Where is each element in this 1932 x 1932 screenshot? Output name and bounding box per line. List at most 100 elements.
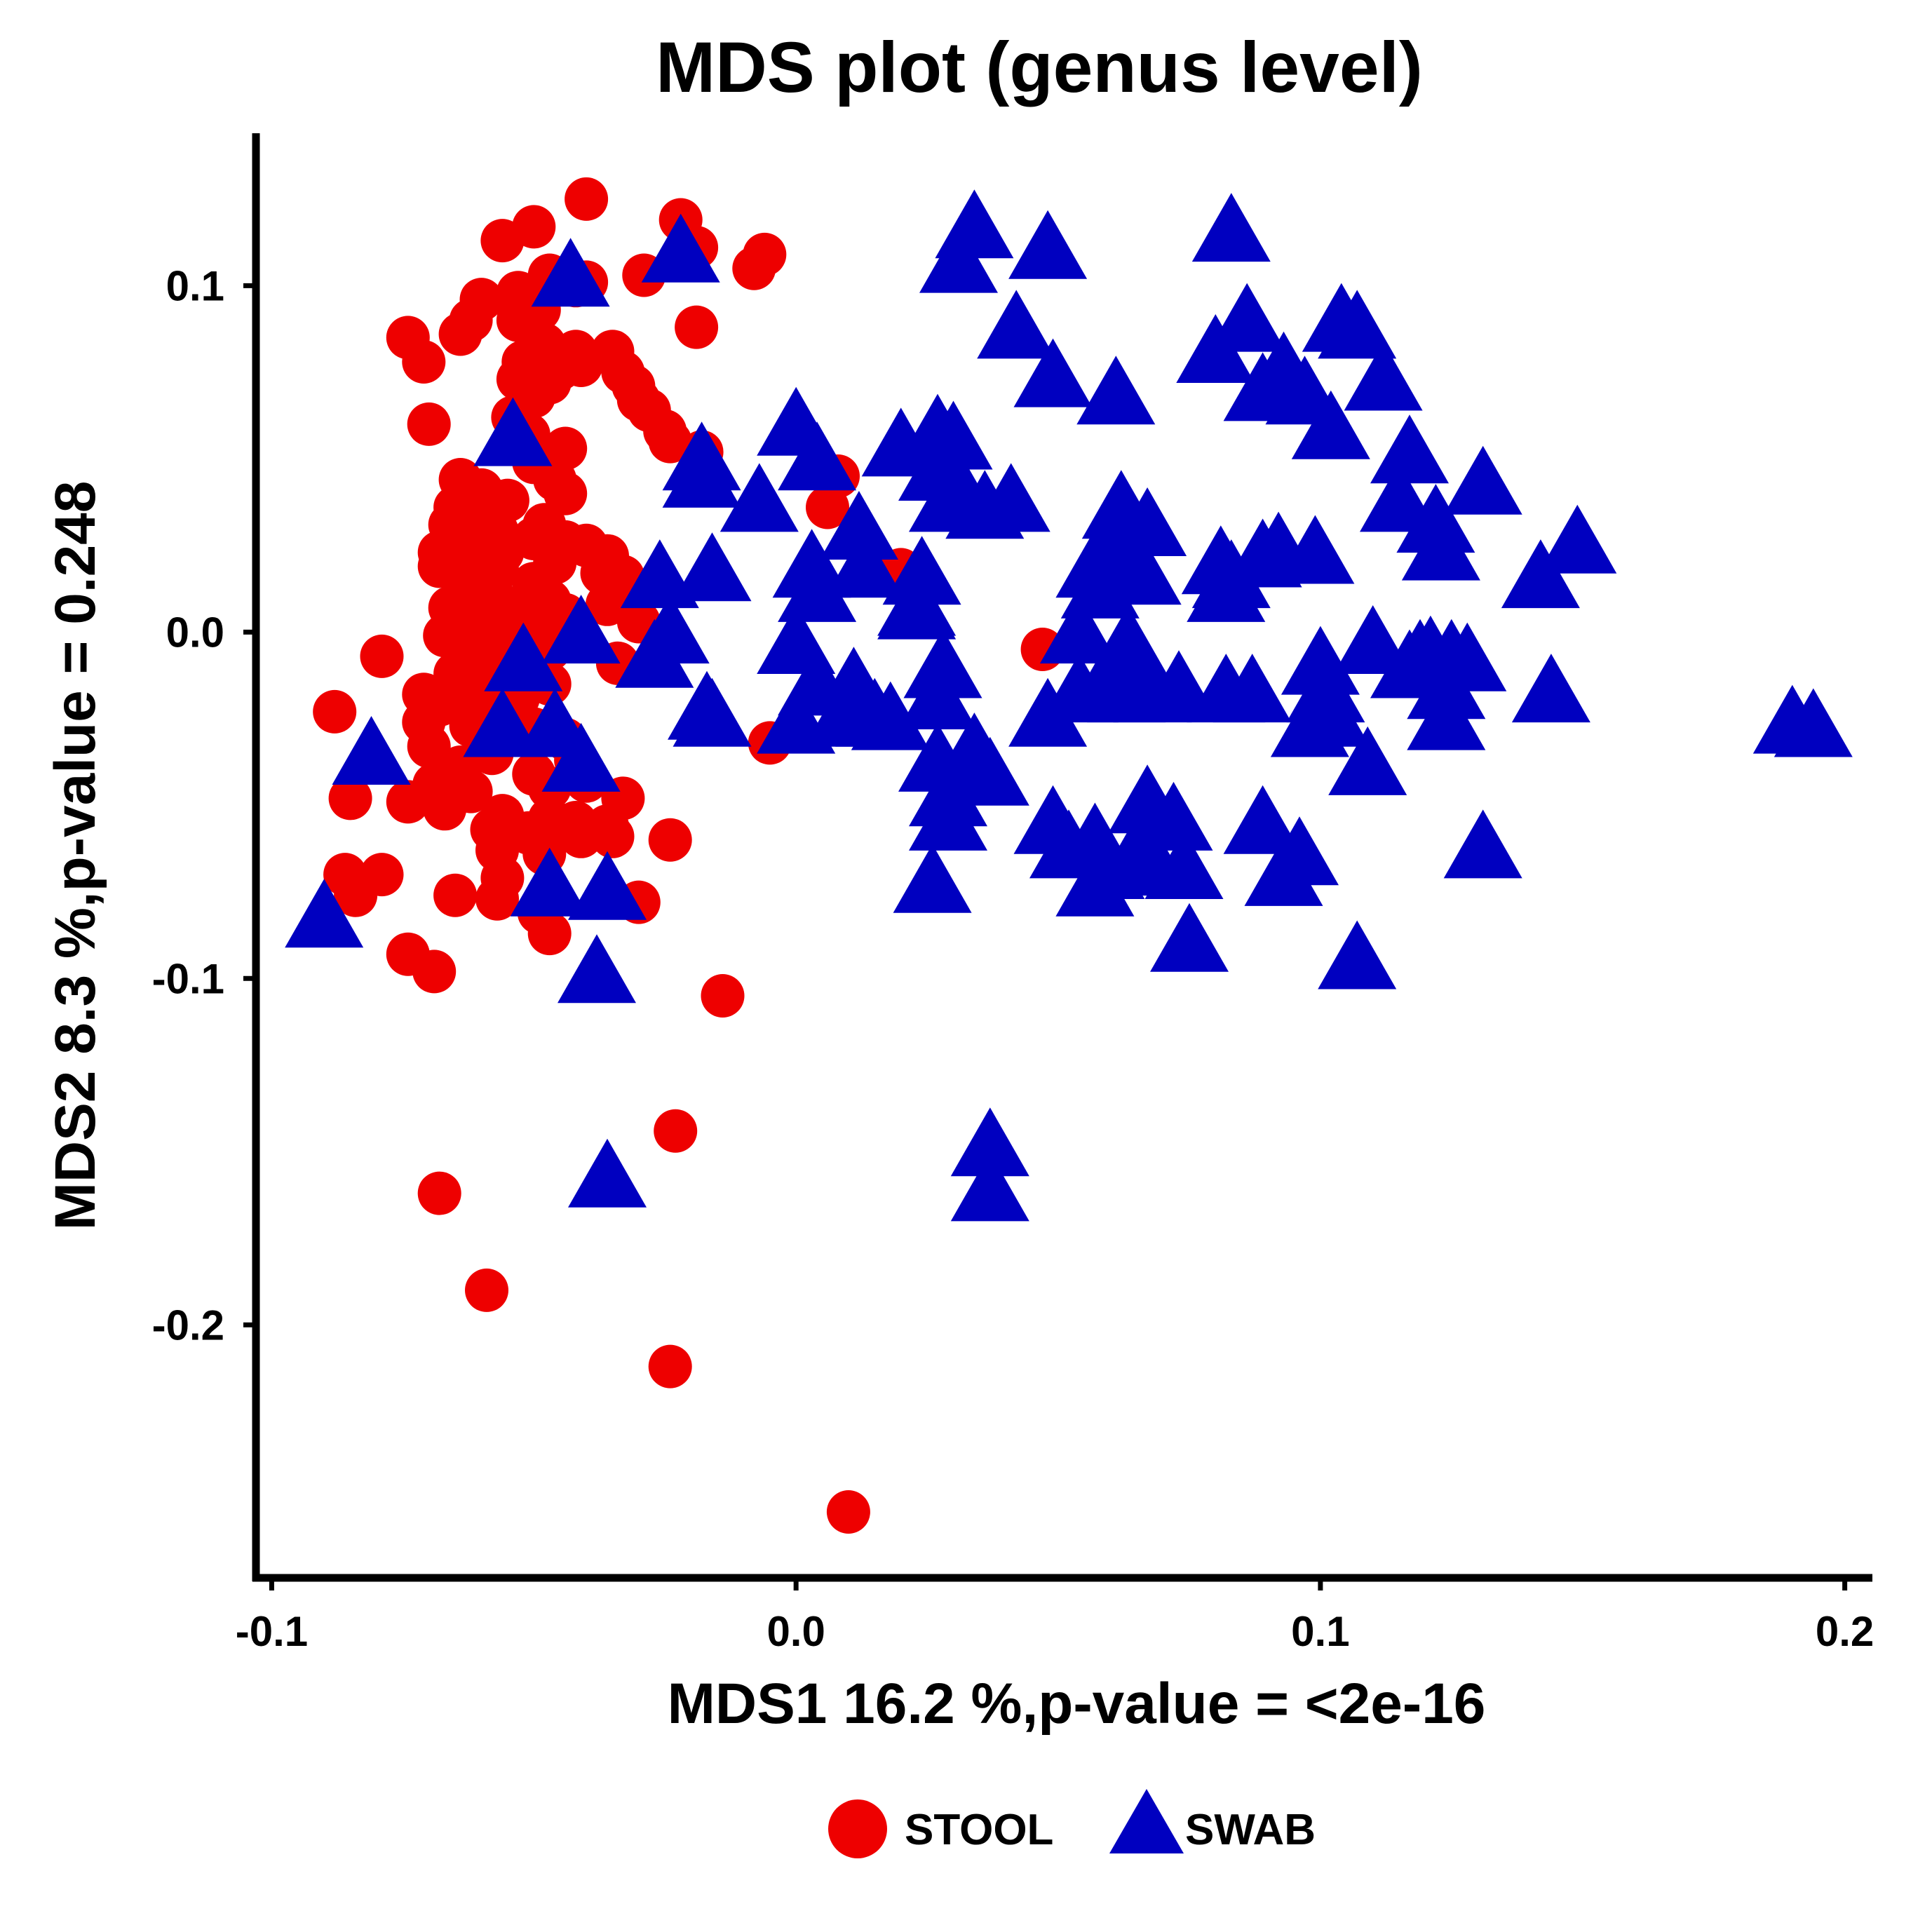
swab-point: [877, 567, 957, 636]
legend-swab-marker: [1109, 1789, 1184, 1853]
swab-point: [463, 688, 542, 757]
series-swab: [285, 189, 1853, 1222]
swab-point: [620, 539, 699, 609]
swab-point: [1176, 314, 1255, 383]
swab-point: [1076, 356, 1156, 425]
stool-point: [433, 873, 478, 917]
x-tick-label: -0.1: [236, 1608, 308, 1655]
stool-point: [407, 402, 451, 446]
chart-title: MDS plot (genus level): [656, 27, 1423, 107]
legend: STOOL SWAB: [828, 1789, 1316, 1858]
swab-point: [903, 629, 982, 698]
swab-point: [919, 224, 998, 293]
stool-point: [334, 873, 378, 917]
swab-point: [1344, 342, 1423, 411]
swab-point: [851, 681, 930, 750]
swab-point: [1140, 650, 1218, 720]
swab-point: [484, 622, 563, 691]
stool-point: [438, 312, 482, 356]
swab-point: [568, 851, 647, 920]
swab-point: [1244, 837, 1323, 906]
swab-point: [778, 553, 857, 622]
stool-point: [417, 1171, 461, 1215]
swab-point: [1370, 414, 1449, 484]
swab-point: [819, 491, 898, 560]
swab-point: [1102, 536, 1182, 605]
swab-point: [950, 1152, 1029, 1222]
swab-point: [541, 595, 621, 664]
swab-point: [641, 213, 720, 283]
stool-point: [648, 1344, 692, 1389]
swab-point: [945, 470, 1025, 539]
swab-point: [615, 619, 694, 688]
swab-point: [1208, 283, 1287, 352]
swab-point: [1191, 539, 1271, 609]
stool-point: [402, 340, 446, 384]
swab-point: [909, 781, 987, 851]
swab-point: [673, 677, 752, 747]
swab-point: [541, 722, 621, 792]
stool-point: [480, 219, 525, 263]
swab-point: [568, 1138, 647, 1208]
swab-point: [882, 536, 961, 605]
x-tick-label: 0.0: [766, 1608, 825, 1655]
swab-point: [558, 934, 636, 1004]
swab-point: [1443, 445, 1522, 515]
legend-swab-label: SWAB: [1185, 1806, 1316, 1854]
swab-point: [898, 432, 977, 501]
swab-point: [1191, 193, 1271, 262]
y-tick-label: 0.0: [166, 609, 224, 656]
points-layer: [285, 177, 1853, 1534]
swab-point: [778, 421, 857, 491]
swab-point: [332, 716, 411, 785]
series-stool: [313, 177, 1065, 1534]
swab-point: [1223, 785, 1302, 854]
swab-point: [673, 532, 752, 602]
stool-point: [386, 780, 430, 824]
stool-point: [423, 787, 467, 831]
stool-point: [465, 1268, 508, 1312]
swab-point: [1087, 654, 1166, 723]
swab-point: [1291, 390, 1370, 459]
swab-point: [1039, 595, 1119, 664]
stool-point: [313, 689, 357, 734]
swab-point: [950, 736, 1029, 806]
swab-point: [531, 238, 610, 307]
swab-point: [977, 290, 1056, 359]
stool-point: [543, 471, 588, 515]
legend-stool-label: STOOL: [905, 1806, 1053, 1854]
swab-point: [1360, 463, 1438, 532]
stool-point: [806, 485, 849, 529]
swab-point: [1318, 290, 1397, 359]
swab-point: [510, 847, 589, 917]
stool-point: [732, 246, 776, 290]
stool-point: [565, 177, 609, 221]
swab-point: [473, 397, 553, 466]
legend-stool-marker: [828, 1799, 887, 1858]
swab-point: [1511, 654, 1590, 723]
swab-point: [825, 529, 904, 598]
swab-point: [1318, 920, 1397, 989]
swab-point: [1187, 654, 1266, 723]
swab-point: [1443, 809, 1522, 879]
stool-point: [360, 634, 404, 678]
swab-point: [1774, 688, 1853, 757]
swab-point: [804, 677, 883, 747]
swab-point: [1055, 847, 1135, 917]
swab-point: [1144, 830, 1224, 899]
stool-point: [475, 877, 519, 921]
swab-point: [1396, 484, 1475, 553]
y-ticks: -0.2 -0.1 0.0 0.1: [152, 262, 256, 1349]
y-axis-title: MDS2 8.3 %,p-value = 0.248: [43, 481, 107, 1231]
swab-point: [1008, 677, 1088, 747]
swab-point: [1270, 688, 1349, 757]
swab-point: [757, 684, 836, 754]
x-axis-title: MDS1 16.2 %,p-value = <2e-16: [668, 1672, 1486, 1736]
swab-point: [1407, 681, 1486, 750]
swab-point: [950, 1107, 1029, 1177]
stool-point: [701, 974, 745, 1018]
x-tick-label: 0.1: [1291, 1608, 1349, 1655]
swab-point: [1150, 903, 1229, 972]
swab-point: [1281, 626, 1360, 695]
